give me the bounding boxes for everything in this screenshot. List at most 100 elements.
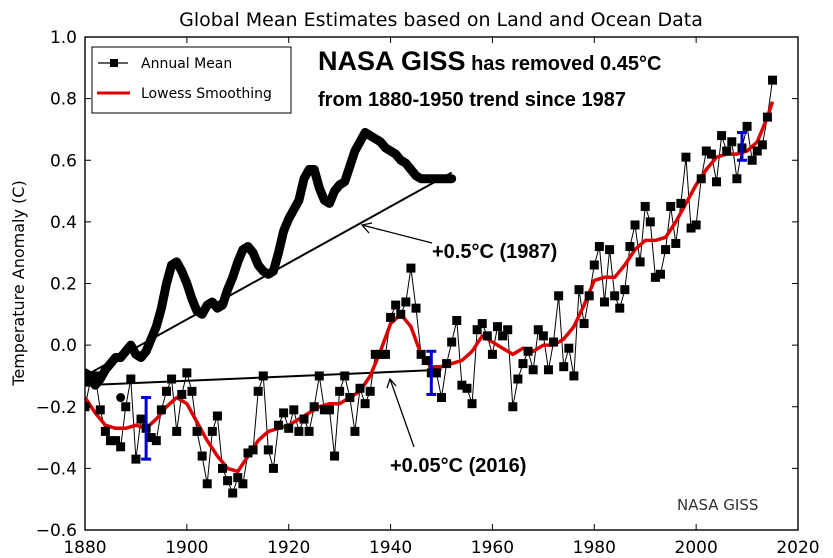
annual-point	[482, 331, 492, 341]
annual-point	[508, 402, 518, 412]
annual-point	[370, 349, 380, 359]
annual-point	[161, 386, 171, 396]
annual-point	[457, 380, 467, 390]
annual-point	[294, 426, 304, 436]
annual-point	[172, 426, 182, 436]
annual-point	[105, 436, 115, 446]
annual-point	[284, 423, 294, 433]
annual-point	[543, 365, 553, 375]
annual-point	[233, 473, 243, 483]
annual-point	[202, 479, 212, 489]
annual-point	[223, 476, 233, 486]
annual-point	[386, 312, 396, 322]
annual-point	[615, 303, 625, 313]
y-tick-label: −0.4	[36, 459, 77, 479]
series-1987-line	[85, 128, 457, 390]
annual-point	[757, 140, 767, 150]
annual-point	[666, 201, 676, 211]
annual-point	[706, 149, 716, 159]
annual-point	[462, 383, 472, 393]
annual-point	[655, 269, 665, 279]
legend-box	[91, 46, 292, 114]
annual-point	[391, 300, 401, 310]
annual-point	[279, 408, 289, 418]
annual-point	[676, 198, 686, 208]
annual-point	[569, 371, 579, 381]
annual-point	[228, 488, 238, 498]
annual-point	[513, 374, 523, 384]
x-tick-label: 1940	[369, 538, 412, 558]
annual-point	[258, 371, 268, 381]
annual-point	[355, 383, 365, 393]
trend-line-1987	[85, 171, 453, 377]
y-tick-label: 0.8	[50, 90, 77, 110]
legend-label-lowess: Lowess Smoothing	[141, 86, 272, 102]
annual-point	[605, 245, 615, 255]
annual-point	[686, 223, 696, 233]
annual-point	[136, 414, 146, 424]
annual-point	[727, 137, 737, 147]
annual-point	[518, 359, 528, 369]
annual-point	[620, 285, 630, 295]
annual-point	[671, 238, 681, 248]
annual-point	[192, 426, 202, 436]
annual-point	[554, 291, 564, 301]
annual-point	[314, 371, 324, 381]
annual-point	[523, 346, 533, 356]
arrow-2016-head	[386, 377, 397, 389]
annual-point	[549, 337, 559, 347]
annual-point	[299, 414, 309, 424]
annual-point	[95, 405, 105, 415]
watermark: NASA GISS	[677, 496, 758, 514]
annual-point	[493, 322, 503, 332]
annual-point	[722, 146, 732, 156]
x-tick-label: 1880	[63, 538, 106, 558]
y-tick-label: −0.2	[36, 398, 77, 418]
annual-point	[559, 362, 569, 372]
annotation-headline-rest: has removed 0.45°C	[466, 53, 662, 75]
annual-point	[732, 174, 742, 184]
annual-point	[197, 451, 207, 461]
annual-point	[421, 356, 431, 366]
x-tick-label: 1900	[165, 538, 208, 558]
annual-point	[187, 386, 197, 396]
annual-point	[345, 393, 355, 403]
annual-point	[365, 386, 375, 396]
annual-point	[218, 463, 228, 473]
annual-point	[752, 146, 762, 156]
annual-point	[487, 349, 497, 359]
annual-point	[467, 399, 477, 409]
annual-point	[330, 451, 340, 461]
x-tick-label: 1980	[573, 538, 616, 558]
annual-point	[630, 220, 640, 230]
annual-point	[712, 177, 722, 187]
annual-point	[768, 75, 778, 85]
annotation-2016: +0.05°C (2016)	[390, 455, 526, 477]
annual-point	[248, 445, 258, 455]
arrow-2016-shaft	[389, 378, 415, 448]
annual-point	[309, 402, 319, 412]
x-tick-label: 2000	[675, 538, 718, 558]
annual-point	[212, 411, 222, 421]
annual-point	[151, 436, 161, 446]
annual-point	[401, 297, 411, 307]
annotation-arrows	[360, 222, 433, 448]
annual-point	[498, 331, 508, 341]
annual-point	[274, 420, 284, 430]
annual-point	[380, 349, 390, 359]
annual-point	[121, 402, 131, 412]
annual-point	[324, 405, 334, 415]
annual-point	[533, 325, 543, 335]
annual-point	[243, 448, 253, 458]
annotation-1987: +0.5°C (1987)	[432, 241, 557, 263]
annual-point	[528, 365, 538, 375]
annotation-headline-bold: NASA GISS	[318, 46, 466, 76]
annual-point	[437, 393, 446, 403]
annual-point	[90, 371, 100, 381]
y-tick-label: 0.6	[50, 151, 77, 171]
annual-point	[319, 405, 329, 415]
annual-point	[452, 315, 462, 325]
x-tick-label: 2020	[776, 538, 819, 558]
annual-point	[263, 445, 273, 455]
annual-point	[406, 263, 416, 273]
